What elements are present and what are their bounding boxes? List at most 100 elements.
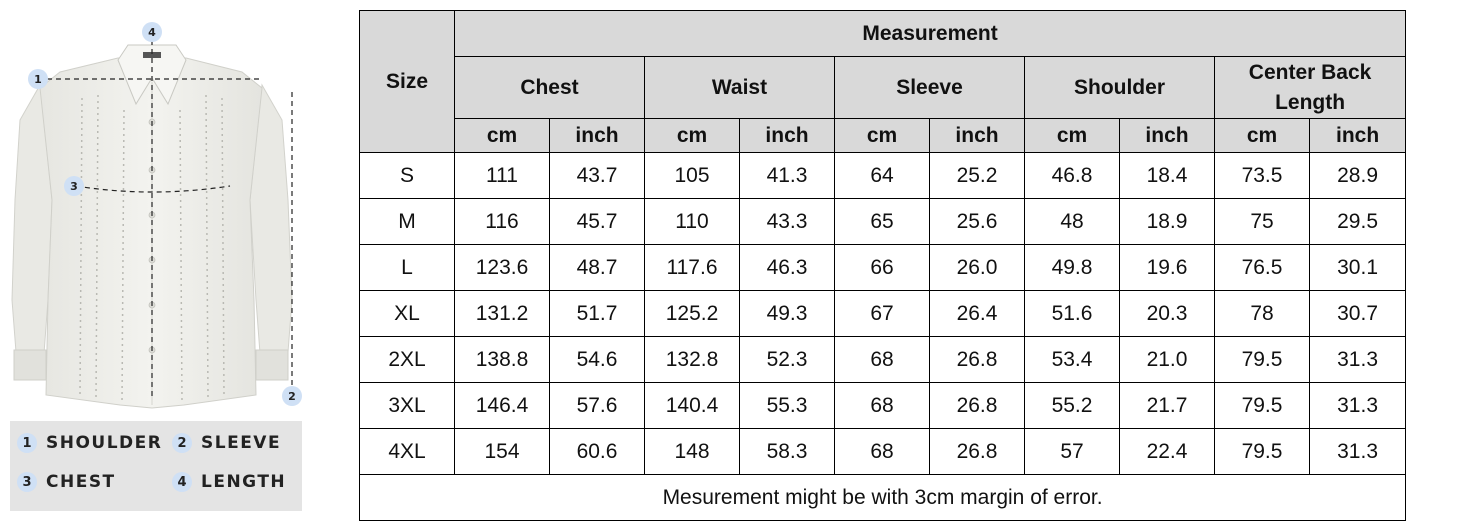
unit-header: inch — [1119, 118, 1215, 153]
table-cell: 64 — [834, 152, 930, 199]
unit-header: cm — [1214, 118, 1310, 153]
table-cell: 140.4 — [644, 382, 740, 429]
table-cell: 117.6 — [644, 244, 740, 291]
size-label-cell: L — [359, 244, 455, 291]
marker-4: 4 — [142, 22, 162, 42]
table-cell: 31.3 — [1308, 382, 1407, 429]
table-cell: 43.3 — [739, 198, 835, 245]
table-cell: 31.3 — [1308, 428, 1407, 475]
size-label-cell: 2XL — [359, 336, 455, 383]
table-cell: 53.4 — [1024, 336, 1120, 383]
size-label-cell: XL — [359, 290, 455, 337]
group-header-waist: Waist — [644, 56, 835, 119]
group-header-shoulder: Shoulder — [1024, 56, 1215, 119]
marker-1-label: 1 — [34, 73, 42, 86]
unit-header: cm — [834, 118, 930, 153]
table-cell: 68 — [834, 336, 930, 383]
table-cell: 79.5 — [1214, 336, 1310, 383]
marker-3-label: 3 — [70, 180, 78, 193]
table-cell: 29.5 — [1308, 198, 1407, 245]
stripe-pattern — [79, 94, 225, 403]
units-row: cm inch cm inch cm inch cm inch cm inch — [360, 118, 1407, 153]
table-cell: 125.2 — [644, 290, 740, 337]
table-cell: 58.3 — [739, 428, 835, 475]
unit-header: cm — [644, 118, 740, 153]
unit-header: inch — [929, 118, 1025, 153]
marker-1: 1 — [28, 69, 48, 89]
table-cell: 18.4 — [1119, 152, 1215, 199]
table-cell: 48 — [1024, 198, 1120, 245]
legend-label: LENGTH — [201, 472, 287, 492]
legend-length: 4 LENGTH — [172, 472, 286, 492]
legend-chest: 3 CHEST — [17, 472, 116, 492]
legend-sleeve: 2 SLEEVE — [172, 433, 281, 453]
legend-number: 4 — [172, 472, 192, 492]
table-cell: 78 — [1214, 290, 1310, 337]
unit-header: inch — [1308, 118, 1407, 153]
legend-shoulder: 1 SHOULDER — [17, 433, 162, 453]
marker-2-label: 2 — [288, 390, 296, 403]
marker-4-label: 4 — [148, 26, 156, 39]
table-cell: 75 — [1214, 198, 1310, 245]
table-cell: 68 — [834, 428, 930, 475]
unit-header: inch — [739, 118, 835, 153]
legend-number: 1 — [17, 433, 37, 453]
table-cell: 51.6 — [1024, 290, 1120, 337]
table-cell: 25.2 — [929, 152, 1025, 199]
legend-label: SLEEVE — [201, 433, 282, 453]
table-cell: 43.7 — [549, 152, 645, 199]
table-row: L 123.6 48.7 117.6 46.3 66 26.0 49.8 19.6 76.5 30.… — [359, 244, 1407, 291]
table-cell: 26.8 — [929, 336, 1025, 383]
table-cell: 26.8 — [929, 382, 1025, 429]
measurement-header: Measurement — [453, 10, 1407, 57]
table-cell: 26.8 — [929, 428, 1025, 475]
table-cell: 131.2 — [454, 290, 550, 337]
collar-label — [143, 52, 161, 58]
margin-note: Mesurement might be with 3cm margin of e… — [358, 474, 1407, 521]
marker-2: 2 — [282, 386, 302, 406]
shirt-drawing: 1 2 3 4 — [11, 22, 302, 409]
table-row: M 116 45.7 110 43.3 65 25.6 48 18.9 75 29.5 — [359, 198, 1407, 245]
table-cell: 21.0 — [1119, 336, 1215, 383]
size-header: Size — [359, 10, 455, 153]
table-cell: 66 — [834, 244, 930, 291]
table-cell: 41.3 — [739, 152, 835, 199]
table-cell: 30.7 — [1308, 290, 1407, 337]
size-label-cell: S — [359, 152, 455, 199]
legend-number: 3 — [17, 472, 37, 492]
table-cell: 30.1 — [1308, 244, 1407, 291]
group-header-chest: Chest — [454, 56, 645, 119]
unit-header: cm — [1024, 118, 1120, 153]
size-chart-table: Size Measurement Chest Waist Sleeve Shou… — [358, 10, 1407, 521]
table-cell: 55.3 — [739, 382, 835, 429]
table-cell: 111 — [454, 152, 550, 199]
measurement-legend: 1 SHOULDER 2 SLEEVE 3 CHEST 4 LENGTH — [10, 421, 302, 511]
table-cell: 110 — [644, 198, 740, 245]
table-cell: 60.6 — [549, 428, 645, 475]
unit-header: cm — [454, 118, 550, 153]
size-label-cell: 4XL — [359, 428, 455, 475]
table-cell: 46.8 — [1024, 152, 1120, 199]
table-cell: 79.5 — [1214, 382, 1310, 429]
table-row: 3XL 146.4 57.6 140.4 55.3 68 26.8 55.2 21.7 79.5 3… — [359, 382, 1407, 429]
table-cell: 26.4 — [929, 290, 1025, 337]
table-cell: 49.8 — [1024, 244, 1120, 291]
legend-number: 2 — [172, 433, 192, 453]
table-cell: 116 — [454, 198, 550, 245]
table-cell: 18.9 — [1119, 198, 1215, 245]
table-row: S 111 43.7 105 41.3 64 25.2 46.8 18.4 73.5 28.9 — [359, 152, 1407, 199]
table-cell: 28.9 — [1308, 152, 1407, 199]
table-cell: 22.4 — [1119, 428, 1215, 475]
group-header-center-back-length: Center Back Length — [1213, 56, 1407, 119]
table-row: 2XL 138.8 54.6 132.8 52.3 68 26.8 53.4 21.0 79.5 3… — [359, 336, 1407, 383]
table-row: XL 131.2 51.7 125.2 49.3 67 26.4 51.6 20.3 78 30.7 — [359, 290, 1407, 337]
size-label-cell: 3XL — [359, 382, 455, 429]
table-cell: 73.5 — [1214, 152, 1310, 199]
shirt-illustration: 1 2 3 4 1 SHOULDER 2 SLEEVE 3 — [0, 0, 320, 531]
size-rows: S 111 43.7 105 41.3 64 25.2 46.8 18.4 73.5 28.9 M 11… — [359, 152, 1407, 475]
group-header-sleeve: Sleeve — [834, 56, 1025, 119]
table-cell: 79.5 — [1214, 428, 1310, 475]
table-cell: 146.4 — [454, 382, 550, 429]
table-row: 4XL 154 60.6 148 58.3 68 26.8 57 22.4 79.5 31.3 — [359, 428, 1407, 475]
table-cell: 52.3 — [739, 336, 835, 383]
